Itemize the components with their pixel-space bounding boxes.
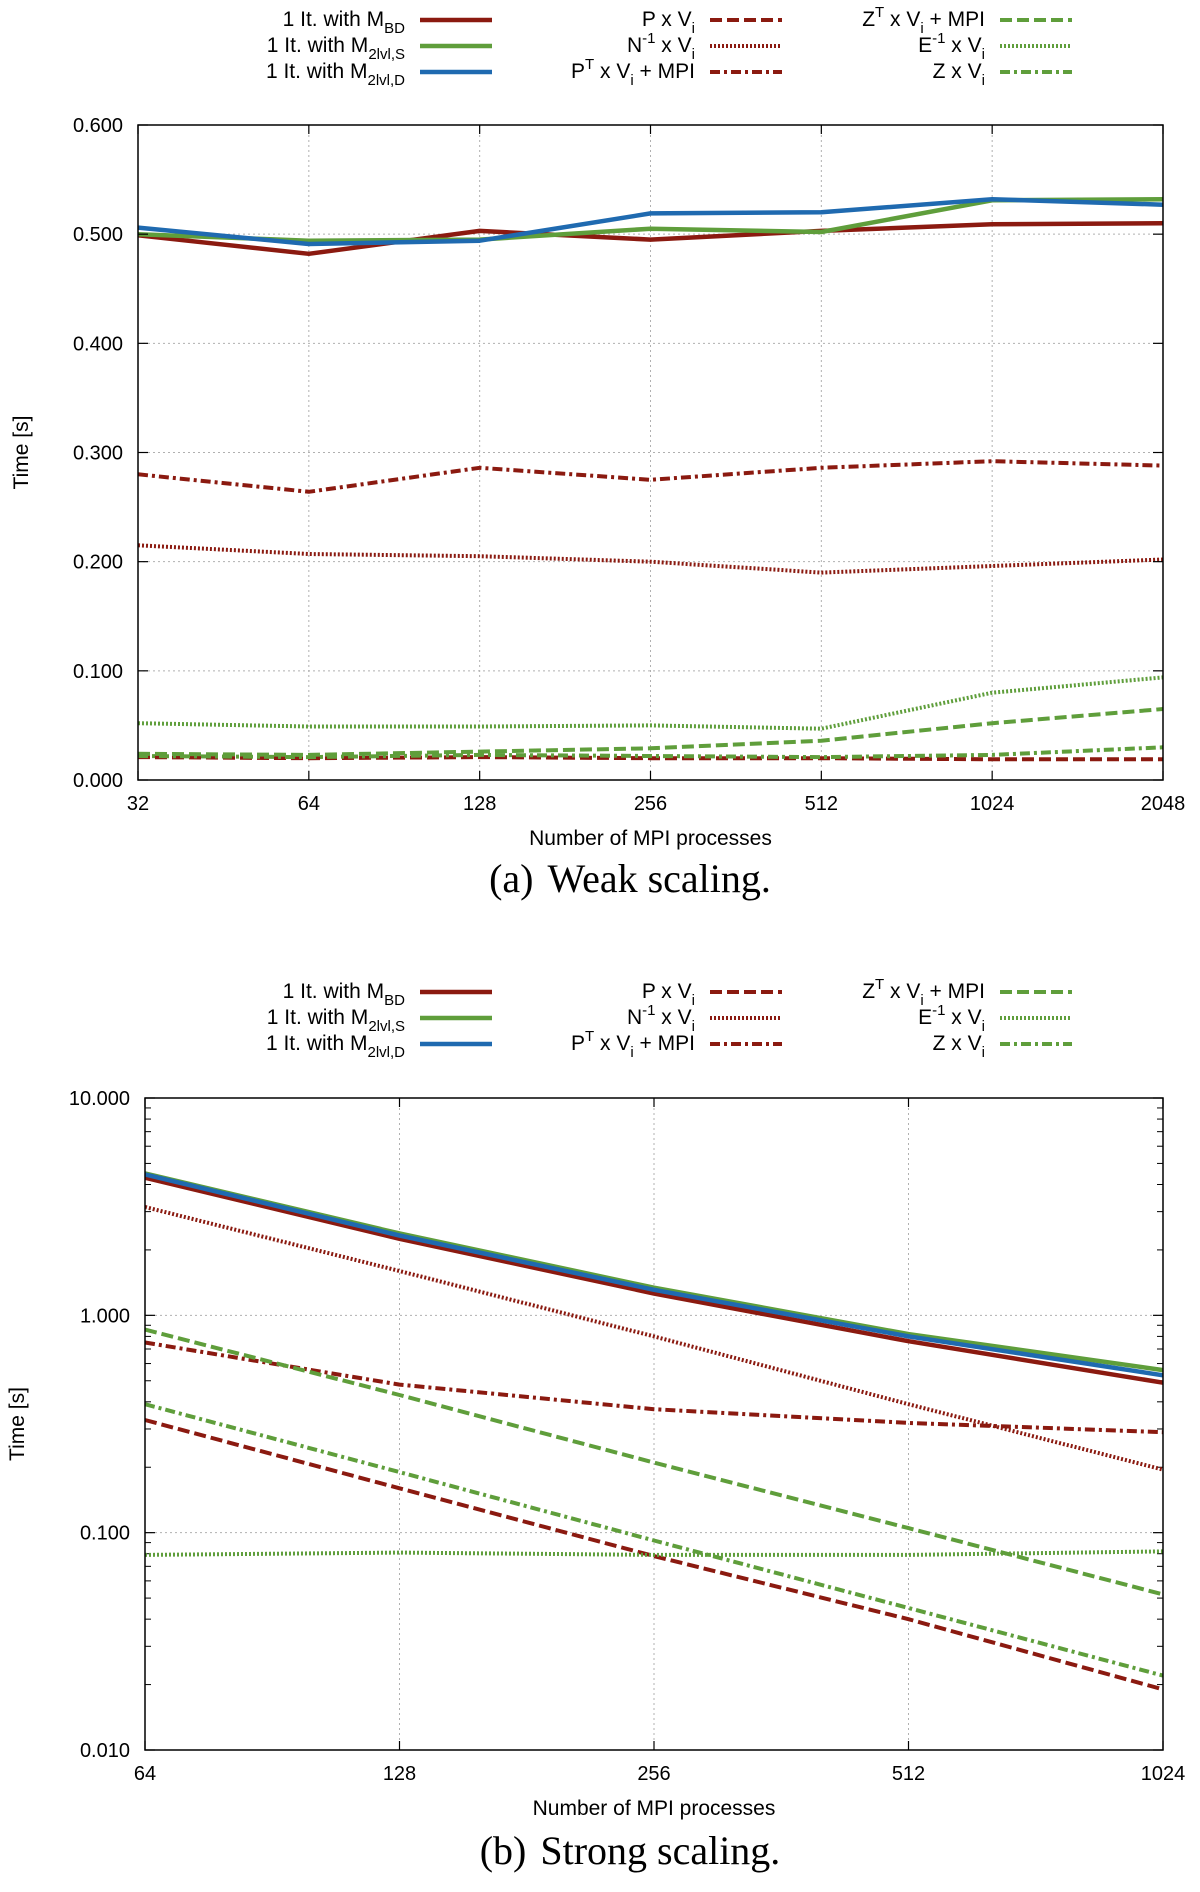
x-tick-label: 1024 bbox=[970, 793, 1015, 815]
chart-strong-scaling: 64 128 256 512 1024 0.010 0.100 1.000 10.000 Numb… bbox=[6, 976, 1185, 1873]
series-line-0 bbox=[137, 221, 1164, 257]
legend-label: PT x Vi + MPI bbox=[571, 1028, 695, 1061]
legend-label: E-1 x Vi bbox=[918, 1002, 985, 1035]
y-tick-label: 1.000 bbox=[80, 1305, 130, 1327]
series-line-0 bbox=[144, 1175, 1164, 1385]
y-axis-label: Time [s] bbox=[10, 416, 33, 490]
y-tick-label: 0.000 bbox=[73, 770, 123, 792]
y-tick-label: 0.100 bbox=[80, 1523, 130, 1545]
legend-item: 1 It. with M2lvl,S bbox=[267, 34, 492, 63]
y-tick-label: 0.100 bbox=[73, 661, 123, 683]
legend-item: 1 It. with MBD bbox=[283, 980, 492, 1009]
x-tick-label: 2048 bbox=[1141, 793, 1186, 815]
y-tick-label: 10.000 bbox=[69, 1088, 130, 1110]
series-line-8 bbox=[144, 1402, 1164, 1678]
series-line-4 bbox=[137, 543, 1164, 575]
legend-item: PT x Vi + MPI bbox=[571, 56, 782, 89]
legend-label: 1 It. with MBD bbox=[283, 980, 406, 1009]
x-tick-label: 128 bbox=[463, 793, 496, 815]
series-line-1 bbox=[144, 1171, 1164, 1373]
legend-item: ZT x Vi + MPI bbox=[862, 976, 1072, 1009]
series-line-6 bbox=[144, 1327, 1164, 1597]
series-line-7 bbox=[137, 675, 1164, 731]
y-tick-label: 0.300 bbox=[73, 443, 123, 465]
x-tick-label: 64 bbox=[298, 793, 320, 815]
legend-item: Z x Vi bbox=[933, 1032, 1072, 1061]
series-line-4 bbox=[144, 1205, 1164, 1472]
x-tick-label: 128 bbox=[383, 1763, 416, 1785]
legend-item: N-1 x Vi bbox=[627, 30, 782, 63]
legend-item: 1 It. with M2lvl,D bbox=[266, 1032, 492, 1061]
legend-label: N-1 x Vi bbox=[627, 30, 695, 63]
y-tick-label: 0.600 bbox=[73, 115, 123, 137]
x-tick-label: 256 bbox=[634, 793, 667, 815]
legend-label: E-1 x Vi bbox=[918, 30, 985, 63]
legend-item: 1 It. with MBD bbox=[283, 8, 492, 37]
legend-label: P x Vi bbox=[642, 980, 695, 1009]
series-line-6 bbox=[137, 707, 1164, 757]
y-axis-label: Time [s] bbox=[6, 1387, 29, 1461]
legend-item: E-1 x Vi bbox=[918, 30, 1072, 63]
legend-item: 1 It. with M2lvl,S bbox=[267, 1006, 492, 1035]
legend-label: Z x Vi bbox=[933, 1032, 985, 1061]
legend-label: 1 It. with M2lvl,D bbox=[266, 60, 405, 89]
x-axis-label: Number of MPI processes bbox=[529, 827, 772, 850]
y-tick-label: 0.010 bbox=[80, 1740, 130, 1762]
y-tick-label: 0.200 bbox=[73, 552, 123, 574]
legend-item: P x Vi bbox=[642, 8, 782, 37]
legend-label: P x Vi bbox=[642, 8, 695, 37]
legend-label: 1 It. with M2lvl,S bbox=[267, 1006, 405, 1035]
legend-item: Z x Vi bbox=[933, 60, 1072, 89]
legend-label: 1 It. with M2lvl,S bbox=[267, 34, 405, 63]
x-axis-label: Number of MPI processes bbox=[533, 1797, 776, 1820]
legend-label: ZT x Vi + MPI bbox=[862, 976, 985, 1009]
legend-item: N-1 x Vi bbox=[627, 1002, 782, 1035]
series-line-3 bbox=[144, 1418, 1164, 1692]
figure-caption: (b) Strong scaling. bbox=[480, 1828, 781, 1873]
legend-label: N-1 x Vi bbox=[627, 1002, 695, 1035]
series-line-7 bbox=[144, 1549, 1164, 1557]
legend-item: PT x Vi + MPI bbox=[571, 1028, 782, 1061]
chart-weak-scaling: 32 64 128 256 512 1024 2048 0.000 0.100 0.200 0.30… bbox=[10, 4, 1185, 901]
series-line-5 bbox=[137, 459, 1164, 494]
legend-item: E-1 x Vi bbox=[918, 1002, 1072, 1035]
series-line-2 bbox=[144, 1172, 1164, 1378]
series-line-2 bbox=[137, 196, 1164, 247]
legend-item: 1 It. with M2lvl,D bbox=[266, 60, 492, 89]
x-tick-label: 256 bbox=[637, 1763, 670, 1785]
x-tick-label: 512 bbox=[805, 793, 838, 815]
y-tick-label: 0.400 bbox=[73, 333, 123, 355]
x-tick-label: 32 bbox=[127, 793, 149, 815]
legend-item: P x Vi bbox=[642, 980, 782, 1009]
x-tick-label: 1024 bbox=[1141, 1763, 1186, 1785]
series-line-5 bbox=[144, 1340, 1164, 1435]
legend-label: 1 It. with MBD bbox=[283, 8, 406, 37]
legend-label: PT x Vi + MPI bbox=[571, 56, 695, 89]
y-tick-label: 0.500 bbox=[73, 224, 123, 246]
legend-item: ZT x Vi + MPI bbox=[862, 4, 1072, 37]
legend-label: 1 It. with M2lvl,D bbox=[266, 1032, 405, 1061]
figure-caption: (a) Weak scaling. bbox=[489, 856, 771, 901]
legend-label: Z x Vi bbox=[933, 60, 985, 89]
x-tick-label: 64 bbox=[134, 1763, 156, 1785]
x-tick-label: 512 bbox=[892, 1763, 925, 1785]
legend-label: ZT x Vi + MPI bbox=[862, 4, 985, 37]
series-line-8 bbox=[137, 745, 1164, 760]
